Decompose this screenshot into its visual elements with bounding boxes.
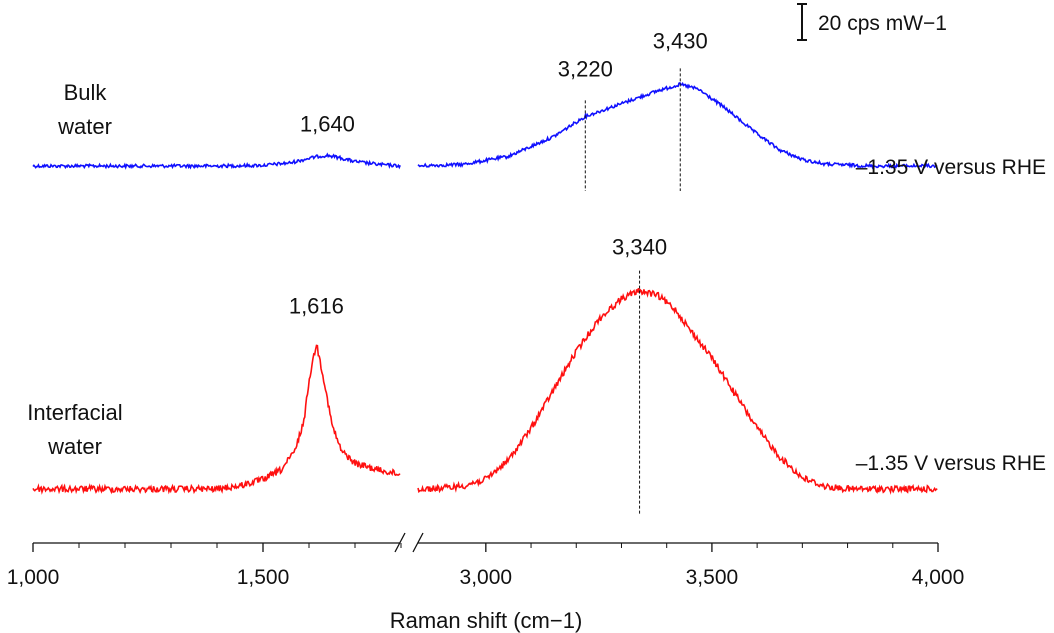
- series-line-interfacial-low: [32, 344, 401, 495]
- peak-label-1616: 1,616: [289, 293, 344, 318]
- series-name-bulk-line1: Bulk: [64, 80, 108, 105]
- peak-marker-layer: [584, 68, 681, 514]
- peak-label-3220: 3,220: [558, 56, 613, 81]
- series-line-bulk-high: [417, 81, 938, 170]
- x-axis: [32, 532, 939, 553]
- text-layer: 1,000 1,500 3,000 3,500 4,000 Raman shift (cm…: [7, 28, 1046, 633]
- x-tick-label: 3,500: [686, 566, 739, 589]
- x-axis-label: Raman shift (cm−1): [390, 608, 583, 633]
- x-tick-label: 1,500: [237, 566, 290, 589]
- series-layer: [32, 81, 938, 495]
- axis-break-mark-left: [394, 532, 406, 553]
- axis-break-mark-right: [412, 532, 424, 553]
- scale-bar: 20 cps mW−1: [797, 3, 947, 41]
- condition-label-bulk: –1.35 V versus RHE: [856, 156, 1046, 179]
- x-tick-label: 1,000: [7, 566, 60, 589]
- peak-label-3430: 3,430: [653, 28, 708, 53]
- series-line-interfacial-high: [417, 288, 938, 495]
- scale-bar-label: 20 cps mW−1: [818, 12, 947, 35]
- peak-label-1640: 1,640: [300, 111, 355, 136]
- condition-label-interfacial: –1.35 V versus RHE: [856, 452, 1046, 475]
- x-tick-label: 4,000: [912, 566, 965, 589]
- series-line-bulk-low: [32, 152, 401, 170]
- series-name-bulk-line2: water: [57, 114, 112, 139]
- x-tick-label: 3,000: [460, 566, 513, 589]
- series-name-interfacial-line2: water: [47, 434, 102, 459]
- series-name-interfacial-line1: Interfacial: [27, 400, 122, 425]
- peak-label-3340: 3,340: [612, 235, 667, 260]
